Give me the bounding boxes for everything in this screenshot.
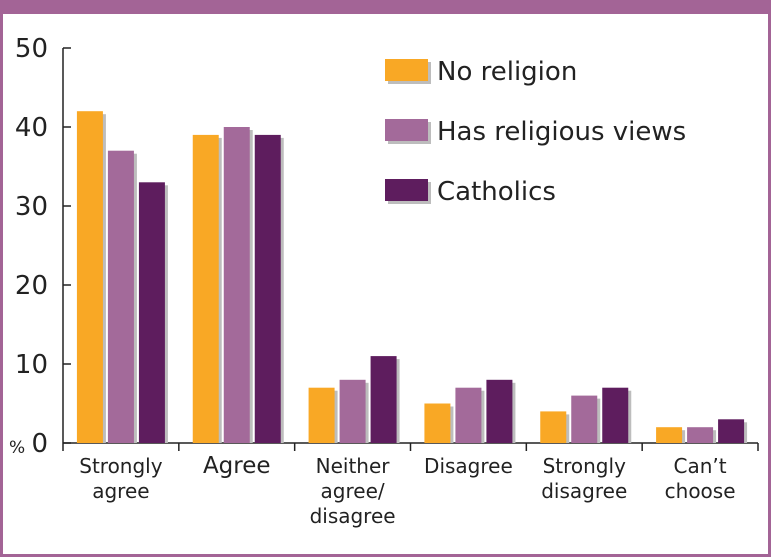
bar — [370, 356, 397, 443]
category-label: Strongly disagree — [541, 454, 627, 503]
y-tick-label: 50 — [15, 34, 48, 64]
legend-label: Catholics — [437, 177, 556, 207]
bar — [424, 403, 451, 443]
y-axis-unit-label: % — [9, 438, 25, 458]
bar — [107, 150, 134, 443]
bar — [540, 411, 567, 443]
legend-swatch — [385, 179, 428, 201]
legend-label: Has religious views — [437, 117, 686, 147]
legend-swatch — [385, 59, 428, 81]
legend-swatch — [385, 119, 428, 141]
y-tick-label: 20 — [15, 271, 48, 301]
legend-label: No religion — [437, 57, 577, 87]
y-tick-label: 0 — [31, 429, 48, 459]
bar — [602, 387, 629, 443]
bar — [486, 379, 513, 443]
bar — [76, 111, 103, 443]
bar — [718, 419, 745, 443]
bar — [687, 427, 714, 443]
bar — [656, 427, 683, 443]
bar — [339, 379, 366, 443]
bar — [455, 387, 482, 443]
chart-axes: 0 10 20 30 40 50% — [9, 34, 759, 459]
category-label: Neither agree/disagree — [310, 454, 396, 528]
bar — [571, 395, 598, 443]
bar — [192, 134, 219, 443]
bar — [308, 387, 335, 443]
category-label: Agree — [203, 453, 271, 479]
category-label: Disagree — [424, 454, 513, 478]
bar — [223, 127, 250, 443]
category-labels: Strongly agree Agree Neither agree/disagree D… — [79, 453, 735, 528]
bar — [254, 134, 281, 443]
bar — [138, 182, 165, 444]
category-label: Can’t choose — [665, 454, 736, 503]
y-tick-label: 30 — [15, 192, 48, 222]
legend: No religion Has religious views Catholics — [385, 57, 686, 207]
y-tick-label: 10 — [15, 350, 48, 380]
y-tick-label: 40 — [15, 113, 48, 143]
category-label: Strongly agree — [79, 454, 162, 503]
chart-bars — [76, 111, 748, 444]
